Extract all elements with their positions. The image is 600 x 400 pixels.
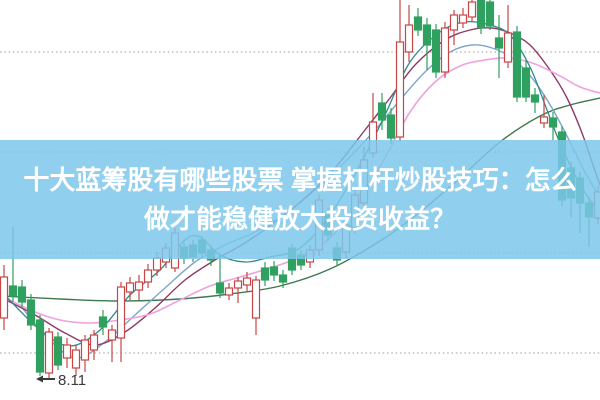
candle: [548, 117, 558, 128]
candle: [413, 16, 423, 31]
candle: [44, 331, 54, 374]
candle: [539, 116, 549, 124]
candle: [494, 37, 504, 49]
headline-line-1: 十大蓝筹股有哪些股票 掌握杠杆炒股技巧：怎么: [23, 164, 577, 195]
candle: [458, 14, 468, 24]
headline-line-2: 做才能稳健放大投资收益？: [143, 203, 456, 234]
candle: [440, 27, 450, 73]
candle: [80, 339, 90, 361]
candle: [260, 267, 270, 281]
candle: [71, 349, 81, 369]
candle: [422, 24, 432, 46]
candle: [107, 329, 117, 341]
candle: [485, 1, 495, 27]
low-price-label: 8.11: [58, 372, 86, 389]
candle: [125, 282, 135, 293]
candle: [521, 67, 531, 98]
candle: [98, 316, 108, 328]
candle: [89, 334, 99, 351]
candle: [503, 32, 513, 63]
candle: [53, 336, 63, 366]
candle: [386, 114, 396, 139]
candle: [8, 285, 18, 297]
candle: [233, 280, 243, 289]
candle: [62, 344, 72, 359]
candle: [431, 29, 441, 73]
candle: [116, 286, 126, 339]
candle: [152, 257, 162, 271]
candle: [143, 269, 153, 283]
candle: [404, 24, 414, 53]
candle: [35, 319, 45, 373]
candle: [530, 94, 540, 103]
candle: [269, 266, 279, 276]
candle: [467, 1, 477, 18]
candle: [476, 0, 486, 29]
candle: [26, 299, 36, 326]
candle: [395, 41, 405, 138]
left-arrow-icon: [36, 375, 43, 383]
candle: [512, 31, 522, 98]
candle: [242, 277, 252, 286]
candle: [134, 281, 144, 291]
headline-banner: 十大蓝筹股有哪些股票 掌握杠杆炒股技巧：怎么 做才能稳健放大投资收益？: [0, 140, 600, 259]
candle: [377, 102, 387, 121]
candle: [278, 274, 288, 283]
candle: [215, 282, 225, 294]
candle: [224, 287, 234, 296]
candle: [0, 276, 9, 319]
low-price-annotation: 8.11: [36, 372, 86, 389]
candle: [17, 286, 27, 303]
candle: [449, 14, 459, 31]
candle: [251, 279, 261, 319]
